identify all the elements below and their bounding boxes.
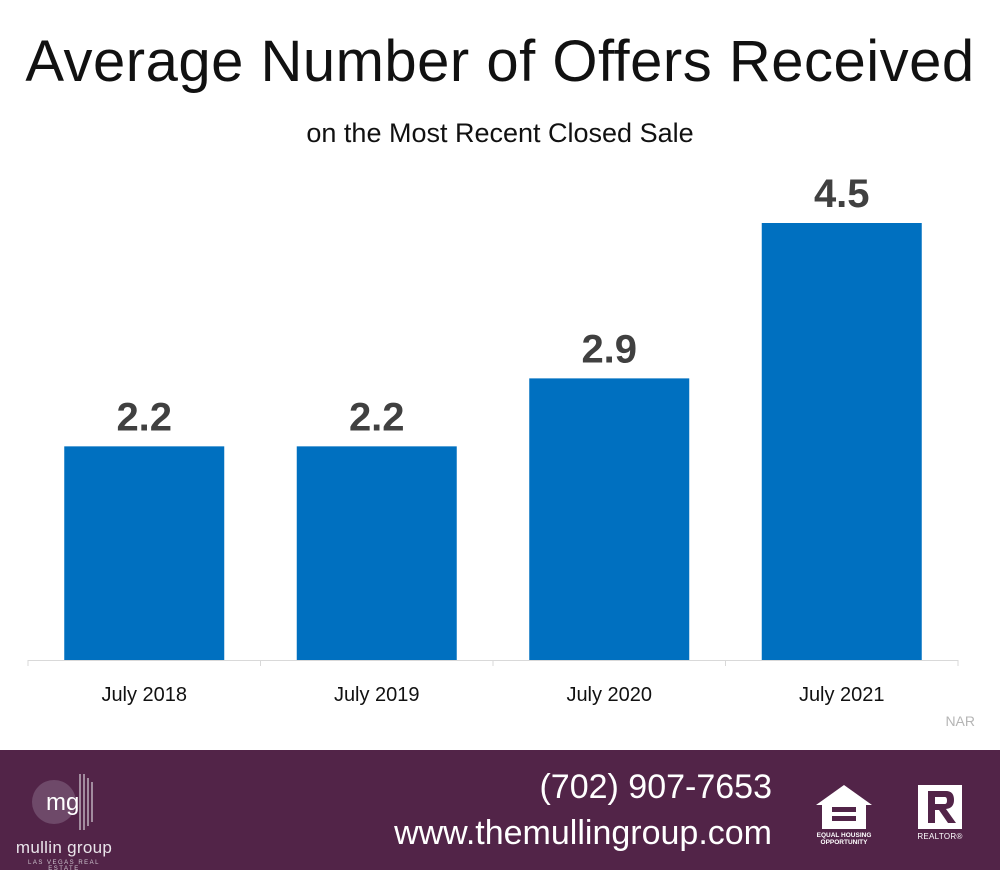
realtor-label: REALTOR® (917, 832, 963, 841)
logo-mark-icon: mg (32, 774, 93, 830)
equal-housing-icon (816, 785, 872, 829)
source-label: NAR (945, 713, 975, 729)
x-tick-label: July 2020 (566, 684, 652, 706)
bar-july-2019 (296, 446, 457, 660)
chart-title: Average Number of Offers Received (25, 29, 975, 94)
data-label: 2.2 (349, 395, 405, 439)
realtor-r-icon (918, 785, 962, 829)
logo-mark-text: mg (46, 789, 79, 816)
mullin-group-logo: mg mullin group LAS VEGAS REAL ESTATE (14, 764, 114, 872)
data-label: 2.2 (116, 395, 172, 439)
chart-subtitle: on the Most Recent Closed Sale (306, 118, 694, 148)
equal-housing-badge: EQUAL HOUSING OPPORTUNITY (812, 783, 876, 853)
bar-july-2020 (529, 378, 690, 660)
x-tick-label: July 2021 (799, 684, 885, 706)
bar-july-2021 (761, 223, 922, 660)
website-link[interactable]: www.themullingroup.com (394, 814, 772, 852)
logo-name: mullin group (15, 838, 113, 857)
x-tick-label: July 2019 (334, 684, 420, 706)
bar-chart: 2.2 July 2018 2.2 July 2019 2.9 July 2020 4.5 J… (27, 172, 959, 706)
x-tick-label: July 2018 (101, 684, 187, 706)
realtor-badge: REALTOR® (912, 783, 968, 853)
data-label: 2.9 (581, 327, 637, 371)
logo-tagline: LAS VEGAS REAL ESTATE (27, 860, 101, 872)
phone-number[interactable]: (702) 907-7653 (539, 768, 772, 806)
equal-housing-label: EQUAL HOUSING OPPORTUNITY (816, 832, 872, 846)
footer-bar: mg mullin group LAS VEGAS REAL ESTATE (7… (0, 750, 1000, 872)
bar-july-2018 (64, 446, 225, 660)
data-label: 4.5 (814, 172, 870, 216)
